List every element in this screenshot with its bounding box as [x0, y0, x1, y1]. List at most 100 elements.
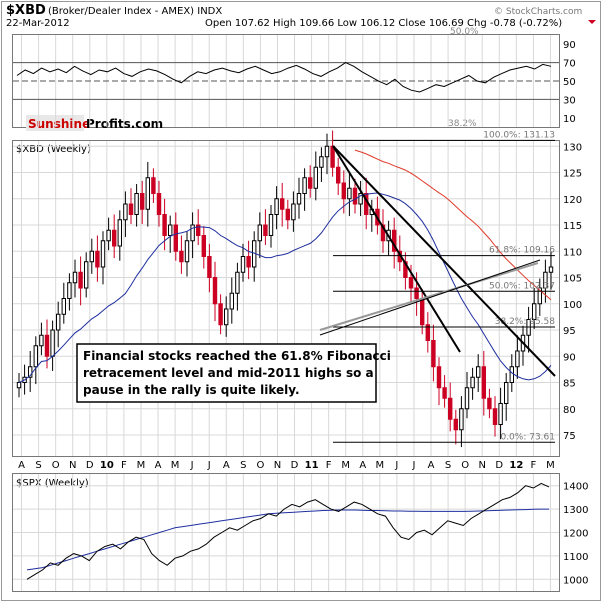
candle-body: [459, 408, 464, 431]
candle-body: [218, 303, 223, 326]
x-tick-label: D: [495, 460, 503, 471]
watermark: © StockCharts.com: [494, 7, 582, 17]
candle-body: [145, 177, 151, 210]
rsi-y-tick: 70: [563, 59, 576, 70]
rsi-annotation-50: 50.0%: [450, 27, 479, 37]
candle-body: [274, 198, 279, 215]
candle-body: [195, 224, 201, 236]
candle-body: [481, 366, 487, 399]
fibonacci-label: 50.0%: 102.37: [489, 281, 555, 291]
candle-body: [61, 298, 67, 315]
candle-body: [72, 271, 78, 284]
candle-body: [419, 298, 425, 326]
candle-body: [235, 271, 240, 294]
candle-body: [464, 387, 470, 410]
candle-body: [117, 219, 123, 247]
x-tick-label: D: [86, 460, 94, 471]
candle-body: [106, 229, 111, 242]
x-tick-label: F: [326, 460, 332, 471]
x-tick-label: J: [394, 460, 398, 471]
price-series: [16, 130, 554, 448]
candle-body: [285, 208, 291, 221]
price-y-tick: 80: [563, 405, 576, 416]
brand-part2: Profits.com: [86, 117, 163, 131]
candle-body: [358, 193, 363, 205]
spx-moving-average: [26, 508, 549, 571]
spx-series: [26, 482, 550, 580]
price-y-tick: 75: [563, 431, 576, 442]
date: 22-Mar-2012: [6, 18, 70, 29]
candle-body: [425, 324, 431, 341]
x-tick-label: M: [546, 460, 555, 471]
candle-body: [487, 397, 492, 410]
price-y-tick: 95: [563, 326, 576, 337]
candle-body: [246, 256, 251, 268]
fibonacci-label: 61.8%: 109.16: [489, 246, 555, 256]
candle-body: [173, 224, 179, 252]
downtrend-line-2: [332, 145, 461, 353]
candle-body: [223, 308, 229, 326]
axis-labels: A S O N D 10 F M A M J J A S O N D 11 F M A M J J A S O N D 12 F M10305…: [18, 40, 588, 586]
candle-body: [543, 271, 548, 289]
candle-body: [268, 214, 274, 236]
candle-body: [78, 271, 83, 289]
candle-body: [347, 187, 352, 200]
candle-body: [167, 224, 173, 236]
candle-body: [498, 403, 503, 425]
fibonacci-label: 0.0%: 73.61: [500, 432, 555, 442]
x-tick-label: M: [341, 460, 350, 471]
candle-body: [89, 250, 95, 263]
brand-logo: Sunshine Profits.com: [26, 115, 163, 131]
candle-body: [39, 334, 44, 347]
price-y-tick: 100: [563, 300, 582, 311]
x-tick-label: O: [461, 460, 469, 471]
candle-body: [44, 334, 50, 357]
x-tick-label: O: [52, 460, 60, 471]
candle-body: [139, 193, 145, 210]
candle-body: [212, 277, 218, 305]
candle-body: [55, 313, 61, 331]
rsi-y-tick: 50: [563, 77, 576, 88]
ohlc-summary: Open 107.62 High 109.66 Low 106.12 Close…: [205, 18, 562, 29]
price-y-tick: 85: [563, 379, 576, 390]
price-y-tick: 105: [563, 274, 582, 285]
candle-body: [470, 376, 475, 389]
candle-body: [207, 256, 212, 278]
candle-body: [151, 177, 156, 194]
x-tick-label: M: [171, 460, 180, 471]
candle-body: [179, 250, 184, 263]
x-tick-label: M: [137, 460, 146, 471]
grid-lines: [13, 35, 559, 591]
candle-body: [190, 224, 195, 242]
support-line-gray: [319, 262, 539, 331]
x-tick-label: J: [207, 460, 211, 471]
spx-y-tick: 1400: [563, 482, 588, 493]
spx-y-tick: 1300: [563, 505, 588, 516]
x-tick-label: 12: [509, 460, 523, 471]
candle-body: [16, 382, 22, 389]
rsi-line: [16, 62, 552, 93]
price-y-tick: 125: [563, 169, 582, 180]
x-tick-label: S: [240, 460, 246, 471]
candle-body: [335, 166, 341, 184]
x-tick-label: M: [376, 460, 385, 471]
candle-body: [296, 193, 302, 205]
candle-body: [302, 177, 307, 194]
price-panel-title: $XBD (Weekly): [16, 144, 91, 155]
candle-body: [492, 408, 498, 425]
x-tick-label: 10: [100, 460, 114, 471]
spx-y-tick: 1000: [563, 575, 588, 586]
rsi-y-tick: 30: [563, 95, 576, 106]
candle-body: [442, 387, 447, 399]
candle-body: [319, 156, 324, 168]
down-triangle-icon: [588, 20, 596, 24]
candle-body: [352, 187, 358, 205]
x-tick-label: A: [18, 460, 25, 471]
candle-body: [100, 240, 106, 268]
x-tick-label: A: [155, 460, 162, 471]
fibonacci-label: 38.2%: 95.58: [495, 317, 556, 327]
candle-body: [50, 329, 55, 357]
candle-body: [263, 224, 268, 236]
candle-body: [548, 266, 554, 273]
